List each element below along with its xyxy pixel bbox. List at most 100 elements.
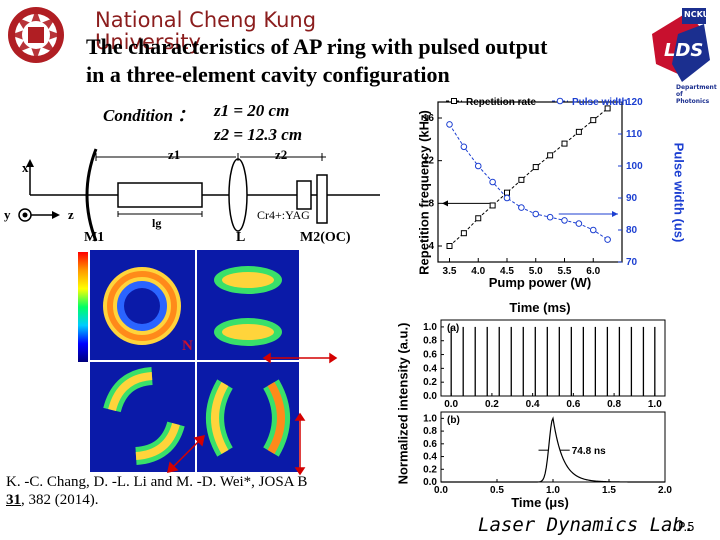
panel-b-xtick-label: 0.0 bbox=[434, 485, 448, 496]
intensity-colorbar bbox=[78, 252, 88, 362]
pulse-characteristics-chart: 3.5 4.0 4.5 5.0 5.5 6.0 4 8 12 16 70 80 90 100 110 120 R… bbox=[423, 97, 643, 277]
panel-b-ytick-label: 0.8 bbox=[423, 426, 437, 437]
panel-b-ytick-label: 0.0 bbox=[423, 477, 437, 488]
repetition-rate-point bbox=[590, 117, 597, 124]
chart1-y2tick-label: 120 bbox=[626, 97, 643, 108]
pulse-width-point bbox=[575, 220, 583, 227]
panel-b-xtick-label: 2.0 bbox=[658, 485, 672, 496]
mode-pattern-two-lobes-vertical bbox=[197, 362, 299, 472]
pulse-width-point bbox=[489, 178, 496, 186]
arrow-to-right-axis-head bbox=[612, 211, 618, 217]
chart1-xlabel: Pump power (W) bbox=[488, 275, 592, 290]
chart1-y2label: Pulse width (us) bbox=[671, 142, 687, 243]
panel-a-xtick-label: 1.0 bbox=[648, 399, 662, 410]
arrow-to-left-axis-head bbox=[442, 200, 448, 207]
panel-a-ytick-label: 0.0 bbox=[423, 391, 437, 402]
lab-logo: NCKU LDS Department of Photonics bbox=[642, 4, 717, 105]
chart1-y2tick-label: 100 bbox=[626, 161, 643, 172]
slide-title-line2: in a three-element cavity configuration bbox=[86, 62, 450, 87]
panel-b-xtick-label: 0.5 bbox=[490, 485, 504, 496]
slide-title-line1: The characteristics of AP ring with puls… bbox=[86, 34, 548, 59]
pulse-width-point bbox=[604, 236, 611, 243]
condition-z2: z2 = 12.3 cm bbox=[214, 125, 303, 144]
scale-arrows bbox=[160, 340, 340, 480]
chart1-ytick-label: 12 bbox=[423, 156, 435, 167]
repetition-rate-point bbox=[547, 152, 554, 159]
mode-pattern-two-lobes-diagonal bbox=[90, 362, 195, 472]
repetition-rate-point bbox=[504, 189, 510, 196]
chart1-y2tick-label: 80 bbox=[626, 225, 638, 236]
chart1-xtick-label: 6.0 bbox=[586, 266, 600, 277]
panel-a-xtick-label: 0.2 bbox=[485, 399, 499, 410]
pulse-width-point bbox=[589, 226, 597, 234]
repetition-rate-point bbox=[446, 243, 453, 249]
cavity-y-axis-label: y bbox=[4, 207, 11, 222]
repetition-rate-point bbox=[561, 140, 568, 147]
cavity-x-axis-label: x bbox=[22, 160, 29, 175]
panel-a-frame bbox=[440, 319, 666, 397]
chart1-xtick-label: 5.5 bbox=[558, 266, 572, 277]
chart1-xtick-label: 4.0 bbox=[471, 266, 485, 277]
pulse-width-point bbox=[546, 213, 554, 221]
chart1-ylabel: Repetition frequency (kHz) bbox=[416, 110, 432, 275]
cavity-z1-label: z1 bbox=[168, 147, 181, 162]
panel-a-ytick-label: 0.6 bbox=[423, 350, 437, 361]
reference-citation: K. -C. Chang, D. -L. Li and M. -D. Wei*,… bbox=[6, 473, 386, 509]
repetition-rate-point bbox=[575, 128, 582, 135]
pulse-width-point bbox=[474, 162, 482, 170]
condition-z1: z1 = 20 cm bbox=[214, 101, 290, 120]
repetition-rate-point bbox=[489, 202, 496, 209]
mirror-m1-label: M1 bbox=[84, 230, 105, 245]
panel-b-ytick-label: 0.2 bbox=[423, 464, 437, 475]
condition-label: Condition ： bbox=[103, 106, 195, 125]
panel-a-xtick-label: 0.8 bbox=[607, 399, 621, 410]
logo-lds-text: LDS bbox=[664, 40, 704, 61]
chart3-xlabel: Time (μs) bbox=[511, 495, 569, 510]
pulse-width-point bbox=[532, 210, 540, 218]
chart2-title: Time (ms) bbox=[509, 300, 571, 315]
chart1-xtick-label: 3.5 bbox=[443, 266, 457, 277]
reference-pages: , 382 (2014). bbox=[21, 492, 99, 508]
pulse-train-chart: 0.0 0.2 0.4 0.6 0.8 1.0 0.0 0.2 0.4 0.6 0.8 1.0 (a) 0… bbox=[423, 319, 672, 496]
cavity-lg-label: lg bbox=[152, 216, 162, 230]
reference-line1: K. -C. Chang, D. -L. Li and M. -D. Wei*,… bbox=[6, 474, 308, 490]
pulse-width-point bbox=[561, 217, 568, 224]
chart1-ytick-label: 8 bbox=[428, 198, 434, 209]
repetition-rate-point bbox=[460, 230, 467, 237]
chart1-y2tick-label: 110 bbox=[626, 129, 643, 140]
pulse-width-point bbox=[503, 194, 511, 202]
university-seal-logo bbox=[6, 5, 66, 65]
pulse-width-point bbox=[460, 143, 468, 151]
panel-a-ytick-label: 0.4 bbox=[423, 363, 437, 374]
cavity-diagram bbox=[0, 145, 385, 250]
series-pulse-width-line bbox=[449, 124, 608, 241]
chart1-ytick-label: 4 bbox=[428, 241, 434, 252]
lab-name: Laser Dynamics Lab. bbox=[478, 514, 696, 536]
mode-pattern-two-lobes-horizontal bbox=[197, 250, 299, 360]
logo-department-text: Department of Photonics bbox=[676, 84, 717, 105]
repetition-rate-point bbox=[475, 215, 482, 222]
mirror-m2-label: M2(OC) bbox=[300, 230, 351, 245]
panel-a-xtick-label: 0.4 bbox=[526, 399, 540, 410]
chart1-y2tick-label: 90 bbox=[626, 193, 638, 204]
panel-a-ytick-label: 1.0 bbox=[423, 322, 437, 333]
panel-a-label: (a) bbox=[447, 323, 459, 334]
fwhm-annotation: 74.8 ns bbox=[572, 446, 606, 457]
panel-a-ytick-label: 0.2 bbox=[423, 377, 437, 388]
lens-l-label: L bbox=[236, 230, 246, 245]
panel-b-ytick-label: 1.0 bbox=[423, 413, 437, 424]
panel-b-ytick-label: 0.6 bbox=[423, 439, 437, 450]
legend-repetition-rate-label: Repetition rate bbox=[466, 97, 536, 108]
mode-n-label: N bbox=[182, 338, 193, 354]
panel-b-xtick-label: 1.0 bbox=[546, 485, 560, 496]
chart1-ytick-label: 16 bbox=[423, 113, 435, 124]
pulse-width-point bbox=[446, 121, 453, 128]
chart1-xtick-label: 4.5 bbox=[500, 266, 514, 277]
cavity-z2-label: z2 bbox=[275, 147, 288, 162]
cavity-z-axis-label: z bbox=[68, 207, 74, 222]
panel-b-frame bbox=[440, 411, 666, 483]
legend-repetition-rate-marker bbox=[451, 98, 457, 104]
reference-volume: 31 bbox=[6, 492, 21, 508]
repetition-rate-point bbox=[604, 105, 611, 112]
crystal-label: Cr4+:YAG bbox=[257, 208, 310, 222]
